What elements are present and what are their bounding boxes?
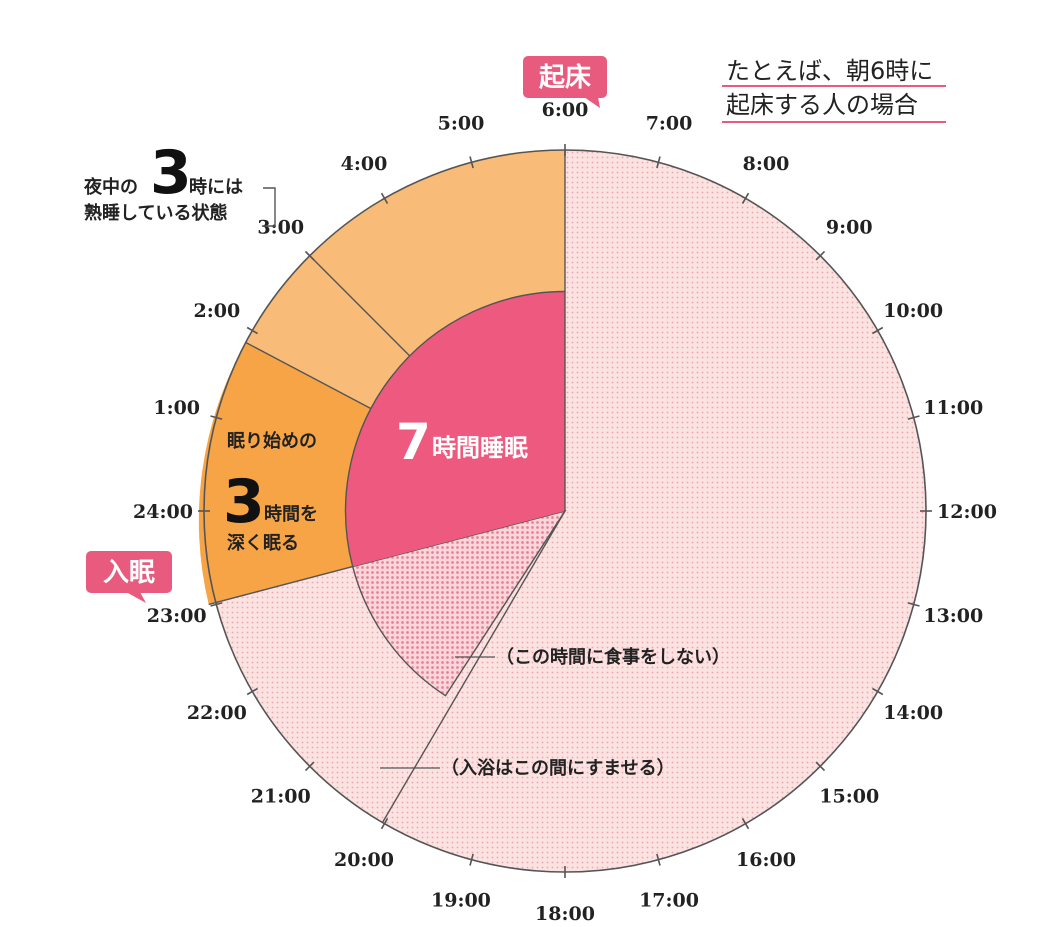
header-note-line2: 起床する人の場合 <box>726 91 918 119</box>
three-am-note-suffix: 時には <box>189 177 243 198</box>
hour-tick <box>741 192 750 204</box>
three-am-note-line2: 熟睡している状態 <box>84 202 227 224</box>
hour-tick <box>469 156 474 169</box>
no-eat-note: （この時間に食事をしない） <box>496 646 730 668</box>
hour-tick <box>469 853 474 866</box>
three-am-note-number: 3 <box>150 138 192 208</box>
hour-tick <box>656 853 661 866</box>
sleep-badge: 入眠 <box>86 551 172 603</box>
hour-tick <box>907 602 920 607</box>
hour-tick <box>815 250 826 261</box>
hour-tick <box>741 818 750 830</box>
center-label-number: 7 <box>396 413 431 471</box>
hour-label: 17:00 <box>639 889 699 911</box>
hour-label: 4:00 <box>341 153 388 175</box>
hour-label: 12:00 <box>937 501 997 523</box>
three-am-note-leader <box>263 187 276 227</box>
deep-sleep-number: 3 <box>223 467 265 537</box>
hour-tick <box>304 250 315 261</box>
hour-label: 21:00 <box>251 785 311 807</box>
hour-tick <box>656 156 661 169</box>
center-label-text: 時間睡眠 <box>432 434 528 462</box>
sleep-core-wedge <box>345 291 565 567</box>
divider-8pm <box>381 510 566 823</box>
hour-label: 16:00 <box>736 849 796 871</box>
hour-tick <box>815 761 826 772</box>
wake-badge-label: 起床 <box>539 62 591 93</box>
hour-label: 2:00 <box>194 300 241 322</box>
hour-label: 24:00 <box>133 501 193 523</box>
hour-label: 22:00 <box>187 702 247 724</box>
hour-tick <box>304 761 315 772</box>
hour-label: 7:00 <box>646 113 693 135</box>
hour-label: 13:00 <box>923 605 983 627</box>
hour-tick <box>246 326 258 335</box>
hour-label: 23:00 <box>147 605 207 627</box>
hour-tick <box>380 818 389 830</box>
three-am-note: 夜中の 3 時には 熟睡している状態 <box>83 138 276 227</box>
hour-label: 20:00 <box>334 849 394 871</box>
hour-label: 15:00 <box>819 785 879 807</box>
hour-tick <box>872 687 884 696</box>
hour-tick <box>246 687 258 696</box>
hour-tick <box>380 192 389 204</box>
divider-2am <box>245 341 372 410</box>
hour-label: 11:00 <box>923 397 983 419</box>
hour-label: 14:00 <box>883 702 943 724</box>
hour-tick <box>907 415 920 420</box>
deep-sleep-suffix: 時間を <box>264 504 318 525</box>
wake-badge: 起床 <box>523 56 607 108</box>
hour-label: 5:00 <box>438 113 485 135</box>
sleep-core-arc <box>344 290 566 567</box>
no-eating-zone <box>351 509 567 697</box>
hour-label: 6:00 <box>542 99 589 121</box>
hour-tick <box>210 415 223 420</box>
deep-sleep-label: 眠り始めの 3 時間を 深く眠る <box>223 430 318 554</box>
divider-11pm <box>208 565 353 606</box>
hour-label: 18:00 <box>535 903 595 925</box>
hour-label: 19:00 <box>431 889 491 911</box>
hour-labels: 6:00 7:00 8:00 9:00 10:00 11:00 12:00 13:00 14:0… <box>133 99 997 925</box>
hour-label: 10:00 <box>883 300 943 322</box>
sleep-badge-label: 入眠 <box>103 558 155 588</box>
three-am-note-prefix: 夜中の <box>83 176 138 198</box>
divider-3am <box>305 251 411 357</box>
hour-tick <box>872 326 884 335</box>
hour-tick <box>210 602 223 607</box>
bath-note: （入浴はこの間にすませる） <box>441 758 675 779</box>
hour-label: 3:00 <box>257 217 304 239</box>
deep-sleep-line1: 眠り始めの <box>227 430 317 452</box>
deep-sleep-line3: 深く眠る <box>227 532 299 554</box>
hour-label: 9:00 <box>826 217 873 239</box>
hour-label: 8:00 <box>743 153 790 175</box>
header-note-line1: たとえば、朝6時に <box>726 57 933 85</box>
hour-label: 1:00 <box>153 397 200 419</box>
center-label: 7 時間睡眠 <box>396 413 528 471</box>
hour-ticks <box>198 144 932 878</box>
